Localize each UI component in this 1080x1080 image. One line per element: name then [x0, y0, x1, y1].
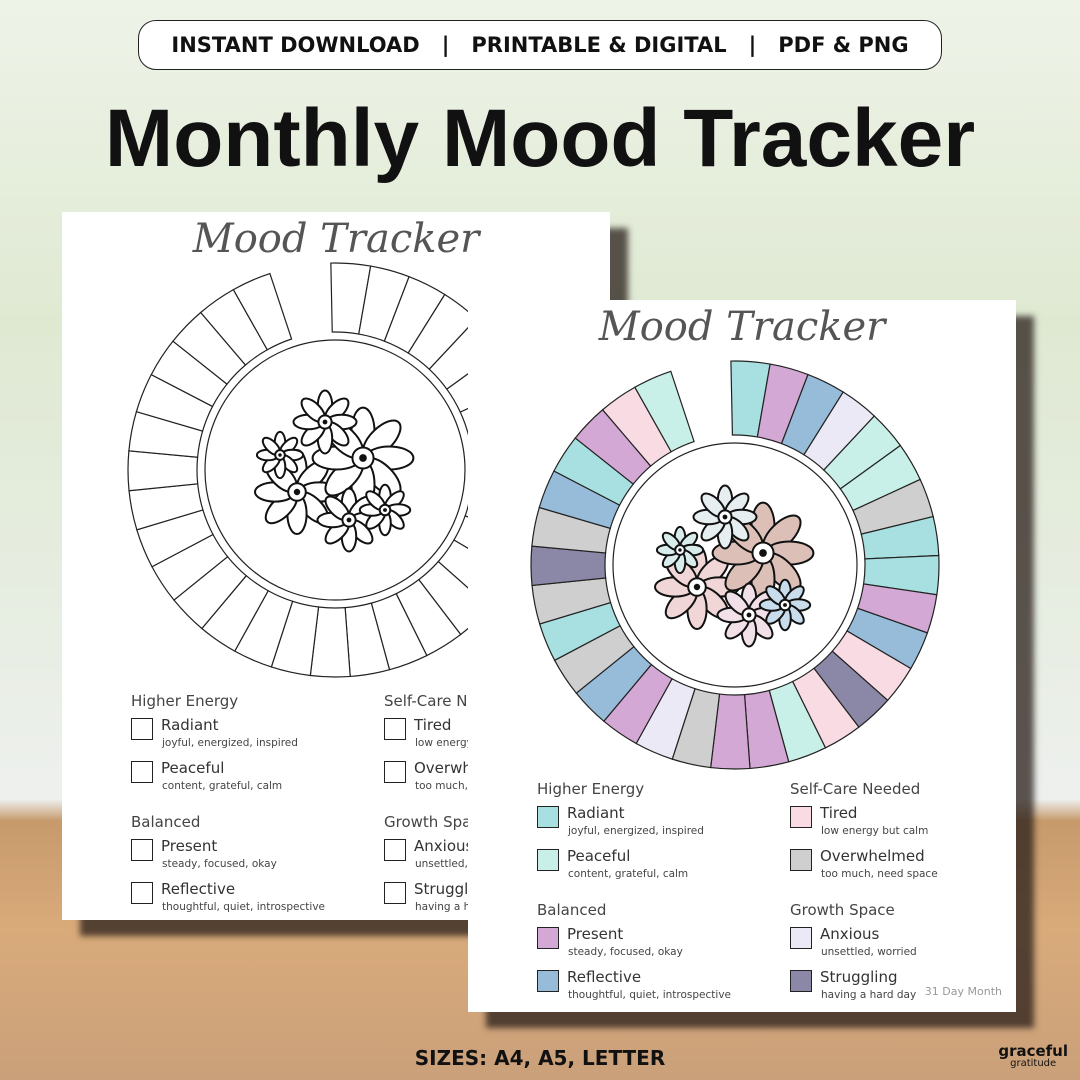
group-title: Higher Energy — [131, 692, 239, 710]
wheel — [530, 360, 940, 770]
card-note: 31 Day Month — [924, 985, 1002, 998]
flower-dot — [722, 514, 728, 520]
mood-desc: content, grateful, calm — [162, 780, 283, 792]
legend-group: Higher Energy Radiant joyful, energized, i… — [537, 780, 767, 890]
checkbox — [537, 927, 559, 949]
mood-label: Anxious — [414, 837, 474, 855]
flower-dot — [346, 517, 352, 523]
mood-label: Tired — [414, 716, 452, 734]
legend-item: Anxious unsettled, worried — [790, 925, 1020, 968]
card: Mood Tracker Higher Energy Radiant joyful, … — [468, 300, 1016, 1012]
banner-item: | — [441, 33, 450, 57]
flower-dot — [678, 548, 682, 552]
legend-group: Balanced Present steady, focused, okay Refl… — [537, 901, 767, 1011]
legend-item: Overwhelmed too much, need space — [790, 847, 1020, 890]
legend-item: Present steady, focused, okay — [131, 837, 361, 880]
mood-label: Tired — [820, 804, 858, 822]
banner-item: PDF & PNG — [778, 33, 909, 57]
banner-item: | — [748, 33, 757, 57]
legend-group: Balanced Present steady, focused, okay Refl… — [131, 813, 361, 923]
checkbox — [131, 761, 153, 783]
mood-label: Radiant — [161, 716, 219, 734]
mood-desc: low energy but calm — [821, 825, 929, 837]
checkbox — [790, 927, 812, 949]
checkbox — [384, 839, 406, 861]
mood-label: Reflective — [567, 968, 642, 986]
mood-desc: steady, focused, okay — [162, 858, 277, 870]
mood-desc: thoughtful, quiet, introspective — [568, 989, 731, 1001]
mood-label: Peaceful — [567, 847, 631, 865]
mood-desc: thoughtful, quiet, introspective — [162, 901, 325, 913]
checkbox — [384, 761, 406, 783]
group-title: Growth Space — [790, 901, 895, 919]
flower-dot — [746, 612, 752, 618]
card-heading: Mood Tracker — [192, 216, 480, 262]
banner: INSTANT DOWNLOAD | PRINTABLE & DIGITAL | PDF… — [138, 20, 942, 70]
legend-item: Radiant joyful, energized, inspired — [131, 716, 361, 759]
checkbox — [131, 839, 153, 861]
footer: SIZES: A4, A5, LETTER — [414, 1046, 666, 1070]
mood-desc: joyful, energized, inspired — [162, 737, 298, 749]
flower-dot — [783, 603, 787, 607]
legend-group: Self-Care Needed Tired low energy but calm… — [790, 780, 1020, 890]
mood-desc: unsettled, worried — [821, 946, 917, 958]
banner-item: INSTANT DOWNLOAD — [171, 33, 420, 57]
mood-label: Radiant — [567, 804, 625, 822]
legend-group: Higher Energy Radiant joyful, energized, i… — [131, 692, 361, 802]
mood-label: Peaceful — [161, 759, 225, 777]
group-title: Balanced — [537, 901, 607, 919]
mood-label: Struggling — [820, 968, 898, 986]
checkbox — [131, 882, 153, 904]
checkbox — [131, 718, 153, 740]
legend-item: Radiant joyful, energized, inspired — [537, 804, 767, 847]
legend-item: Reflective thoughtful, quiet, introspecti… — [131, 880, 361, 923]
mood-label: Present — [161, 837, 218, 855]
legend-item: Present steady, focused, okay — [537, 925, 767, 968]
checkbox — [790, 806, 812, 828]
group-title: Balanced — [131, 813, 201, 831]
day-segment — [634, 370, 695, 453]
mood-label: Present — [567, 925, 624, 943]
group-title: Growth Space — [384, 813, 489, 831]
mood-desc: joyful, energized, inspired — [568, 825, 704, 837]
mood-label: Overwhelmed — [820, 847, 925, 865]
mood-label: Reflective — [161, 880, 236, 898]
checkbox — [790, 849, 812, 871]
checkbox — [384, 882, 406, 904]
mood-desc: having a hard day — [821, 989, 917, 1001]
brand-sub: gratitude — [1010, 1058, 1057, 1069]
card-heading: Mood Tracker — [598, 304, 886, 350]
group-title: Higher Energy — [537, 780, 645, 798]
flower-dot — [322, 419, 328, 425]
checkbox — [790, 970, 812, 992]
checkbox — [537, 806, 559, 828]
title: Monthly Mood Tracker — [104, 93, 976, 184]
legend-item: Reflective thoughtful, quiet, introspecti… — [537, 968, 767, 1011]
flower-dot — [383, 508, 387, 512]
checkbox — [537, 849, 559, 871]
brand-name: graceful — [998, 1042, 1068, 1060]
mood-desc: content, grateful, calm — [568, 868, 689, 880]
flower-dot — [693, 583, 701, 591]
checkbox — [537, 970, 559, 992]
legend-item: Struggling having a hard day — [790, 968, 1020, 1011]
flower-dot — [759, 549, 767, 557]
legend-group: Growth Space Anxious unsettled, worried Str… — [790, 901, 1020, 1011]
flower-dot — [359, 454, 367, 462]
mood-desc: steady, focused, okay — [568, 946, 683, 958]
legend-item: Tired low energy but calm — [790, 804, 1020, 847]
legend-item: Peaceful content, grateful, calm — [537, 847, 767, 890]
mood-desc: too much, need space — [821, 868, 938, 880]
brand: graceful gratitude — [998, 1044, 1068, 1069]
mood-label: Anxious — [820, 925, 880, 943]
group-title: Self-Care Needed — [790, 780, 921, 798]
day-segment — [232, 272, 293, 351]
banner-item: PRINTABLE & DIGITAL — [471, 33, 727, 57]
flower-dot — [293, 488, 301, 496]
flower-dot — [278, 453, 282, 457]
checkbox — [384, 718, 406, 740]
legend-item: Peaceful content, grateful, calm — [131, 759, 361, 802]
